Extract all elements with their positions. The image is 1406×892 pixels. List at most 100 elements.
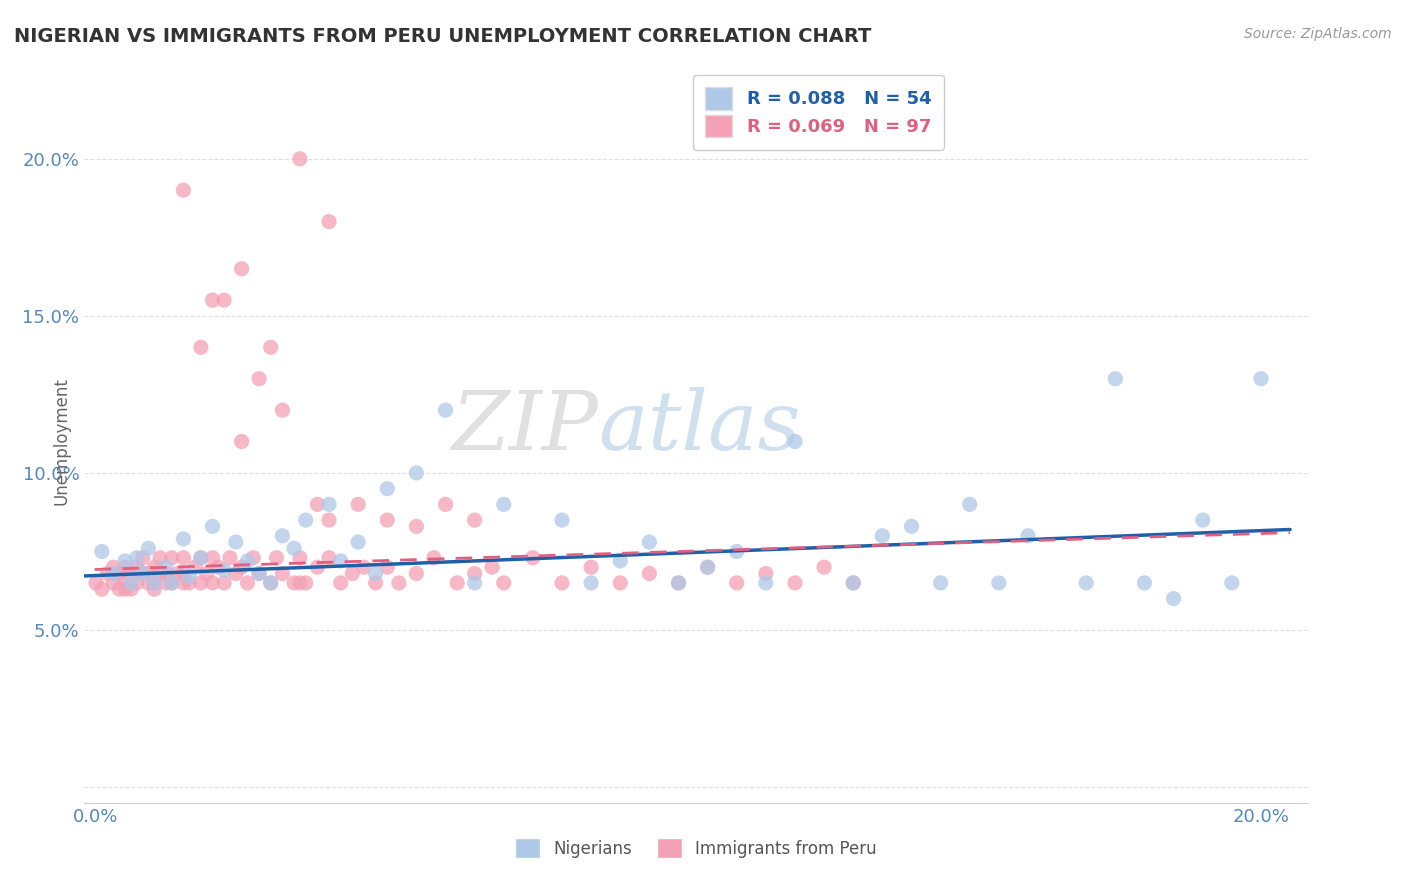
Point bbox=[423, 550, 446, 565]
Point bbox=[201, 575, 224, 590]
Point bbox=[1250, 372, 1272, 386]
Point bbox=[1163, 591, 1185, 606]
Point bbox=[434, 497, 457, 511]
Point bbox=[172, 532, 194, 546]
Point bbox=[725, 575, 748, 590]
Point bbox=[155, 560, 177, 574]
Point bbox=[260, 340, 283, 354]
Point bbox=[755, 575, 778, 590]
Point bbox=[375, 560, 398, 574]
Point bbox=[1076, 575, 1098, 590]
Point bbox=[103, 575, 125, 590]
Point bbox=[143, 575, 166, 590]
Point bbox=[288, 152, 311, 166]
Point bbox=[318, 214, 340, 228]
Point bbox=[271, 403, 294, 417]
Point bbox=[318, 497, 340, 511]
Point bbox=[247, 566, 270, 581]
Point bbox=[329, 575, 352, 590]
Point bbox=[464, 566, 486, 581]
Point bbox=[231, 434, 253, 449]
Point bbox=[190, 575, 212, 590]
Point bbox=[266, 550, 288, 565]
Point bbox=[1017, 529, 1039, 543]
Point bbox=[388, 575, 411, 590]
Point bbox=[959, 497, 981, 511]
Point bbox=[271, 529, 294, 543]
Point bbox=[190, 550, 212, 565]
Point bbox=[120, 566, 142, 581]
Point bbox=[638, 566, 661, 581]
Point bbox=[114, 554, 136, 568]
Point bbox=[108, 566, 131, 581]
Point bbox=[201, 519, 224, 533]
Point bbox=[190, 340, 212, 354]
Point bbox=[329, 554, 352, 568]
Point bbox=[160, 550, 183, 565]
Point bbox=[143, 582, 166, 597]
Point bbox=[492, 497, 515, 511]
Point bbox=[609, 554, 631, 568]
Point bbox=[755, 566, 778, 581]
Point bbox=[247, 566, 270, 581]
Point bbox=[1104, 372, 1126, 386]
Point bbox=[231, 261, 253, 276]
Point bbox=[522, 550, 544, 565]
Point bbox=[138, 541, 160, 556]
Point bbox=[668, 575, 690, 590]
Point bbox=[125, 550, 148, 565]
Point bbox=[131, 566, 153, 581]
Text: ZIP: ZIP bbox=[451, 387, 598, 467]
Point bbox=[166, 566, 188, 581]
Point bbox=[160, 575, 183, 590]
Point bbox=[783, 575, 806, 590]
Point bbox=[929, 575, 952, 590]
Point bbox=[172, 575, 194, 590]
Point bbox=[125, 560, 148, 574]
Point bbox=[212, 563, 235, 577]
Point bbox=[125, 575, 148, 590]
Point bbox=[172, 183, 194, 197]
Point bbox=[247, 372, 270, 386]
Legend: Nigerians, Immigrants from Peru: Nigerians, Immigrants from Peru bbox=[506, 830, 886, 867]
Point bbox=[307, 560, 329, 574]
Point bbox=[207, 560, 229, 574]
Point bbox=[364, 575, 387, 590]
Text: atlas: atlas bbox=[598, 387, 800, 467]
Point bbox=[405, 519, 427, 533]
Point bbox=[155, 566, 177, 581]
Point bbox=[446, 575, 468, 590]
Point bbox=[347, 535, 370, 549]
Point bbox=[987, 575, 1010, 590]
Point bbox=[900, 519, 922, 533]
Point bbox=[725, 544, 748, 558]
Point bbox=[236, 554, 259, 568]
Point bbox=[364, 566, 387, 581]
Point bbox=[492, 575, 515, 590]
Point bbox=[813, 560, 835, 574]
Point bbox=[405, 466, 427, 480]
Point bbox=[195, 566, 218, 581]
Text: Source: ZipAtlas.com: Source: ZipAtlas.com bbox=[1244, 27, 1392, 41]
Point bbox=[103, 566, 125, 581]
Point bbox=[872, 529, 894, 543]
Point bbox=[219, 550, 242, 565]
Point bbox=[236, 575, 259, 590]
Point bbox=[260, 575, 283, 590]
Point bbox=[131, 550, 153, 565]
Point bbox=[114, 560, 136, 574]
Point bbox=[638, 535, 661, 549]
Point bbox=[481, 560, 503, 574]
Point bbox=[353, 560, 375, 574]
Point bbox=[108, 582, 131, 597]
Point bbox=[90, 544, 112, 558]
Point bbox=[696, 560, 718, 574]
Point bbox=[143, 560, 166, 574]
Point bbox=[318, 513, 340, 527]
Point bbox=[149, 566, 172, 581]
Point bbox=[318, 550, 340, 565]
Point bbox=[434, 403, 457, 417]
Point bbox=[120, 582, 142, 597]
Y-axis label: Unemployment: Unemployment bbox=[52, 377, 70, 506]
Point bbox=[172, 550, 194, 565]
